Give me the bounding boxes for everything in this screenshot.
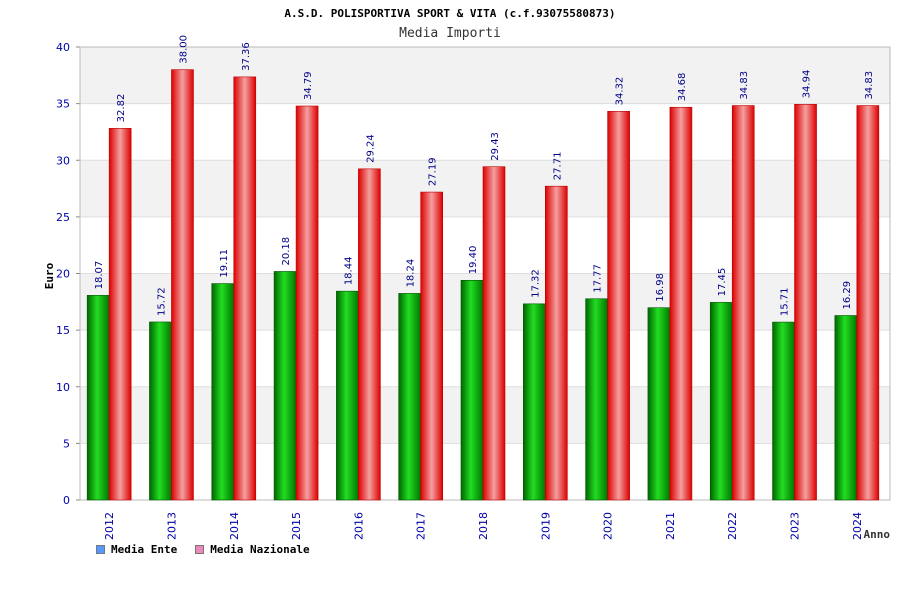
x-axis-label: Anno xyxy=(864,528,891,541)
data-label-media-ente-2016: 18.44 xyxy=(343,257,354,286)
data-label-media-nazionale-2020: 34.32 xyxy=(615,77,626,106)
data-label-media-ente-2024: 16.29 xyxy=(842,281,853,310)
legend: Media Ente Media Nazionale xyxy=(96,543,310,556)
data-label-media-ente-2021: 16.98 xyxy=(655,273,666,302)
y-tick-label: 0 xyxy=(63,494,70,507)
x-tick-label: 2017 xyxy=(415,512,428,540)
legend-item-media-ente: Media Ente xyxy=(96,543,177,556)
bar-media-ente-2017 xyxy=(398,293,421,501)
data-label-media-ente-2019: 17.32 xyxy=(530,269,541,298)
bar-media-nazionale-2015 xyxy=(295,105,319,501)
x-tick-label: 2015 xyxy=(290,512,303,540)
legend-swatch-media-nazionale xyxy=(195,545,205,554)
bar-media-ente-2023 xyxy=(772,321,795,501)
bar-media-nazionale-2018 xyxy=(482,166,506,501)
data-label-media-ente-2020: 17.77 xyxy=(593,264,604,293)
plot-area: 0 5 10 15 20 25 30 35 40 18.07 32.82 2012 15.72 38.00… xyxy=(56,35,891,540)
bar-media-ente-2022 xyxy=(709,302,733,501)
data-label-media-nazionale-2018: 29.43 xyxy=(490,132,501,161)
data-label-media-ente-2022: 17.45 xyxy=(717,268,728,297)
bar-media-ente-2018 xyxy=(460,279,484,501)
legend-label-media-nazionale: Media Nazionale xyxy=(210,543,310,556)
grid-band xyxy=(80,47,890,104)
x-tick-label: 2014 xyxy=(228,512,241,540)
bar-media-nazionale-2020 xyxy=(607,111,630,501)
x-tick-label: 2023 xyxy=(789,512,802,540)
data-label-media-ente-2015: 20.18 xyxy=(281,237,292,266)
x-tick-label: 2022 xyxy=(726,512,739,540)
bar-media-nazionale-2023 xyxy=(794,104,817,501)
data-label-media-ente-2018: 19.40 xyxy=(468,246,479,275)
chart-subtitle: Media Importi xyxy=(399,26,501,41)
data-label-media-ente-2017: 18.24 xyxy=(406,259,417,288)
bar-media-nazionale-2024 xyxy=(856,105,880,501)
chart-title: A.S.D. POLISPORTIVA SPORT & VITA (c.f.93… xyxy=(284,7,615,20)
data-label-media-nazionale-2023: 34.94 xyxy=(802,70,813,99)
y-tick-label: 40 xyxy=(56,41,70,54)
data-label-media-nazionale-2021: 34.68 xyxy=(677,73,688,102)
data-label-media-ente-2013: 15.72 xyxy=(156,287,167,316)
grid-band xyxy=(80,103,890,161)
bar-media-ente-2016 xyxy=(336,290,359,501)
x-tick-label: 2012 xyxy=(103,512,116,540)
data-label-media-ente-2023: 15.71 xyxy=(780,287,791,316)
x-tick-label: 2016 xyxy=(352,512,365,540)
y-tick-label: 15 xyxy=(56,324,70,337)
bar-media-nazionale-2012 xyxy=(108,128,132,501)
x-tick-label: 2024 xyxy=(851,512,864,540)
bar-media-nazionale-2021 xyxy=(669,106,693,501)
data-label-media-ente-2014: 19.11 xyxy=(219,249,230,278)
legend-label-media-ente: Media Ente xyxy=(111,543,178,556)
x-tick-label: 2021 xyxy=(664,512,677,540)
bar-media-ente-2021 xyxy=(647,307,671,501)
bar-media-ente-2015 xyxy=(273,271,297,501)
y-tick-label: 5 xyxy=(63,437,70,450)
y-tick-label: 25 xyxy=(56,211,70,224)
x-tick-label: 2020 xyxy=(602,512,615,540)
bar-media-nazionale-2017 xyxy=(420,191,443,501)
y-tick-label: 10 xyxy=(56,381,70,394)
data-label-media-nazionale-2013: 38.00 xyxy=(178,35,189,64)
y-axis-label: Euro xyxy=(43,262,56,289)
bar-media-nazionale-2014 xyxy=(233,76,257,501)
data-label-media-nazionale-2014: 37.36 xyxy=(241,42,252,71)
x-tick-label: 2013 xyxy=(165,512,178,540)
bar-media-ente-2019 xyxy=(523,303,546,501)
bar-media-nazionale-2019 xyxy=(545,185,568,501)
bar-media-ente-2014 xyxy=(211,283,235,501)
bar-media-ente-2013 xyxy=(149,321,172,501)
data-label-media-ente-2012: 18.07 xyxy=(94,261,105,290)
data-label-media-nazionale-2015: 34.79 xyxy=(303,71,314,100)
y-tick-label: 30 xyxy=(56,154,70,167)
bar-media-nazionale-2016 xyxy=(358,168,381,501)
data-label-media-nazionale-2017: 27.19 xyxy=(428,157,439,186)
bar-media-ente-2020 xyxy=(585,298,608,501)
bar-media-nazionale-2013 xyxy=(171,69,194,501)
data-label-media-nazionale-2016: 29.24 xyxy=(365,134,376,163)
bar-media-ente-2024 xyxy=(834,315,858,501)
data-label-media-nazionale-2012: 32.82 xyxy=(116,94,127,123)
bar-media-ente-2012 xyxy=(86,295,110,501)
data-label-media-nazionale-2019: 27.71 xyxy=(552,152,563,181)
legend-swatch-media-ente xyxy=(96,545,105,554)
data-label-media-nazionale-2022: 34.83 xyxy=(739,71,750,100)
x-tick-label: 2019 xyxy=(539,512,552,540)
data-label-media-nazionale-2024: 34.83 xyxy=(864,71,875,100)
y-tick-label: 35 xyxy=(56,98,70,111)
x-tick-label: 2018 xyxy=(477,512,490,540)
bar-media-nazionale-2022 xyxy=(731,105,755,501)
y-tick-label: 20 xyxy=(56,268,70,281)
legend-item-media-nazionale: Media Nazionale xyxy=(195,543,310,556)
